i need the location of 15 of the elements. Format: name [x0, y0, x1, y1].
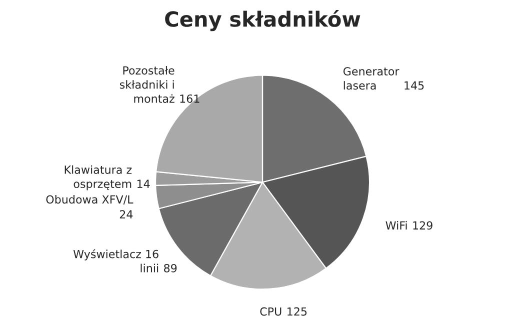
chart-title: Ceny składników: [165, 10, 360, 32]
slice-label: Pozostałe składniki i montaż: [120, 66, 174, 103]
slice-label: Generator lasera: [343, 67, 400, 90]
data-label: 89: [164, 264, 177, 272]
data-label: 24: [120, 210, 133, 218]
data-label: 129: [413, 221, 432, 230]
data-label: 145: [404, 81, 424, 90]
slice-label: Wyświetlacz 16 linii: [73, 249, 158, 272]
slice-label: CPU: [260, 307, 282, 316]
data-label: 125: [288, 307, 307, 316]
slice-label: Klawiatura z osprzętem: [64, 165, 132, 190]
slice-label: WiFi: [386, 221, 407, 230]
data-label: 161: [180, 94, 200, 103]
slice-label: Obudowa XFV/L: [46, 195, 134, 204]
data-label: 14: [137, 180, 150, 188]
